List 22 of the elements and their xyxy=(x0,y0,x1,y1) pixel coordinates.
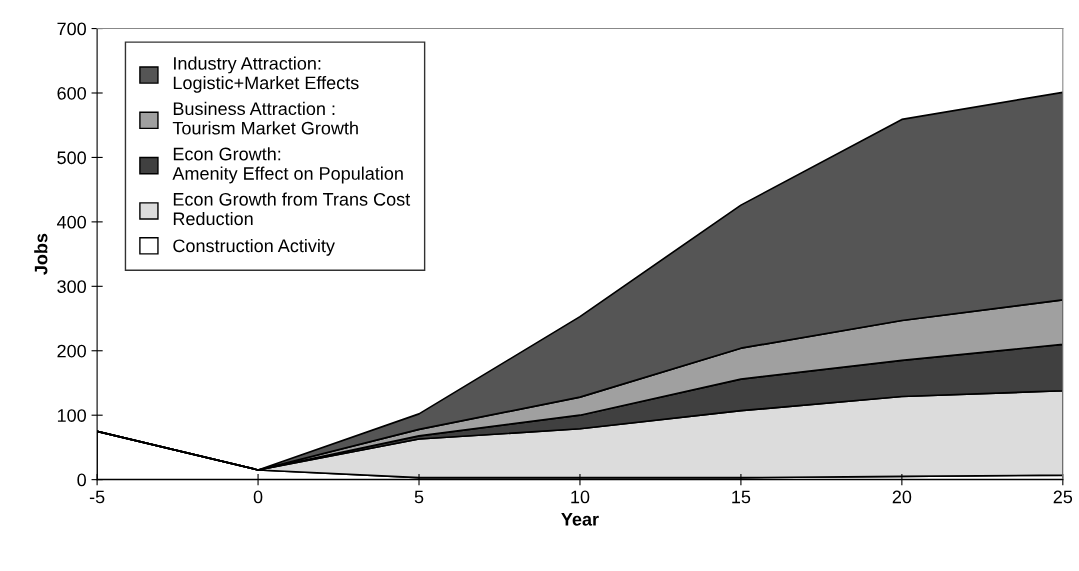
y-axis-title: Jobs xyxy=(34,233,48,275)
x-tick-label: 10 xyxy=(571,490,590,504)
legend-label: Industry Attraction: Logistic+Market Effects xyxy=(173,56,359,93)
y-tick-label: 600 xyxy=(57,86,86,100)
legend-label: Business Attraction : Tourism Market Growth xyxy=(172,101,358,135)
legend-label: Construction Activity xyxy=(173,238,335,256)
y-tick-label: 0 xyxy=(77,473,86,487)
y-tick-label: 700 xyxy=(57,22,86,36)
x-tick-label: 25 xyxy=(1053,490,1073,504)
y-tick-label: 300 xyxy=(57,280,86,294)
x-tick-label: 0 xyxy=(253,490,263,504)
y-tick-label: 400 xyxy=(56,215,86,229)
y-tick-label: 200 xyxy=(57,344,86,358)
x-axis-title: Year xyxy=(561,513,599,526)
x-tick-label: 20 xyxy=(892,490,912,504)
legend-label: Econ Growth: Amenity Effect on Population xyxy=(172,147,403,184)
y-tick-label: 100 xyxy=(57,409,86,422)
x-tick-label: 5 xyxy=(414,490,424,504)
x-tick-label: -5 xyxy=(89,490,105,504)
x-tick-label: 15 xyxy=(732,490,751,504)
legend-label: Econ Growth from Trans Cost Reduction xyxy=(173,192,411,226)
y-tick-label: 500 xyxy=(57,151,86,165)
